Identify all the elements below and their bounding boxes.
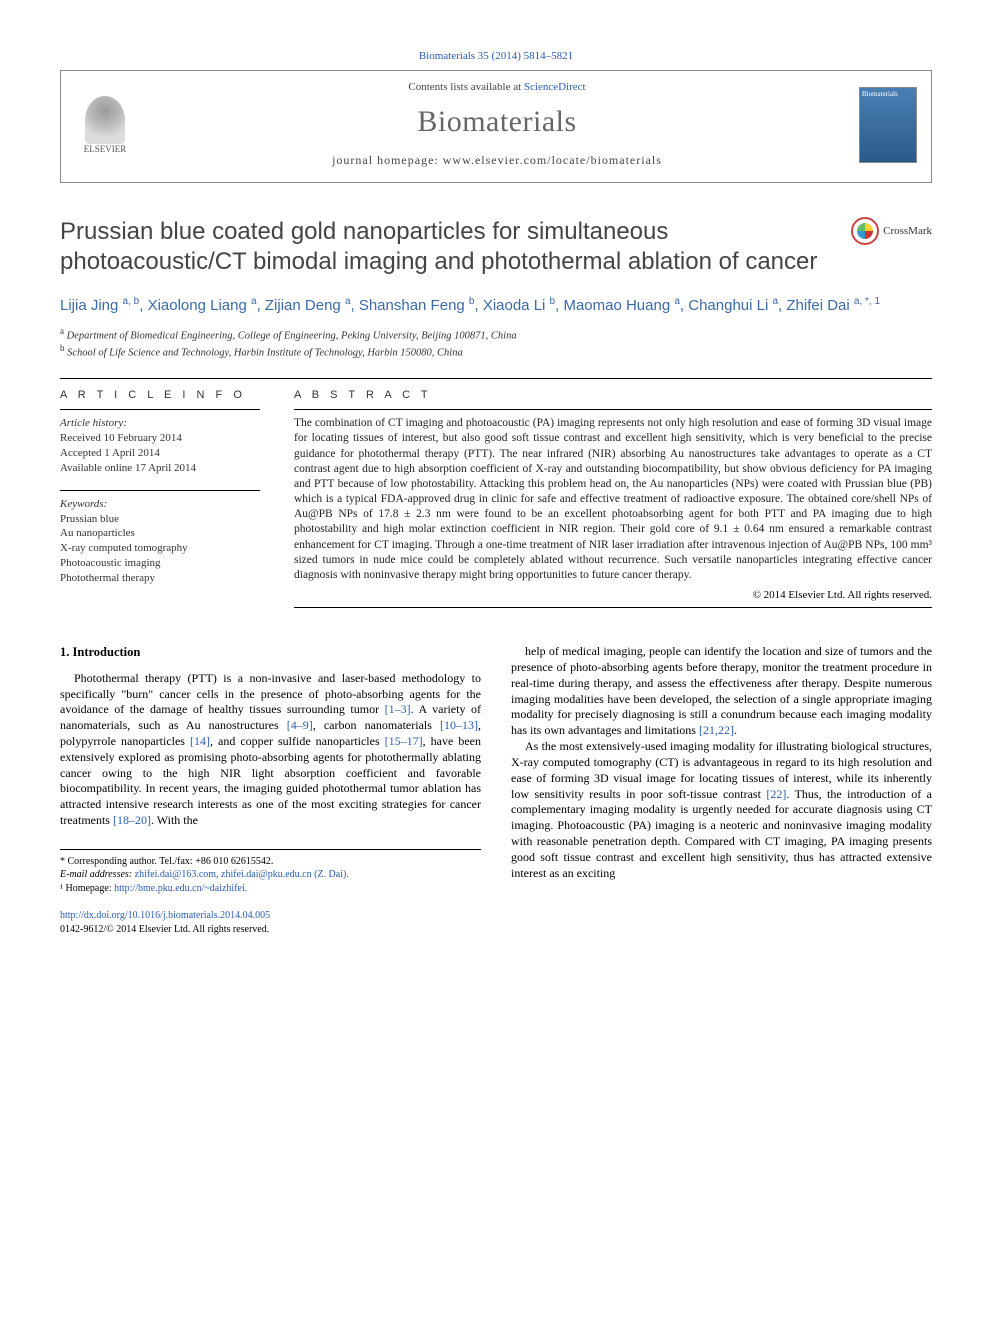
ref-citation[interactable]: [10–13] (440, 718, 478, 732)
doi-block: http://dx.doi.org/10.1016/j.biomaterials… (60, 909, 481, 936)
ref-citation[interactable]: [1–3] (385, 702, 411, 716)
body-columns: 1. Introduction Photothermal therapy (PT… (60, 644, 932, 936)
keyword-item: Prussian blue (60, 512, 260, 527)
journal-homepage-line: journal homepage: www.elsevier.com/locat… (151, 153, 843, 168)
page-container: Biomaterials 35 (2014) 5814–5821 ELSEVIE… (0, 0, 992, 976)
intro-paragraph-3: As the most extensively-used imaging mod… (511, 739, 932, 881)
contents-available-line: Contents lists available at ScienceDirec… (151, 81, 843, 93)
citation-line: Biomaterials 35 (2014) 5814–5821 (60, 50, 932, 62)
keywords-block: Keywords: Prussian blueAu nanoparticlesX… (60, 490, 260, 586)
journal-header: ELSEVIER Contents lists available at Sci… (60, 70, 932, 183)
elsevier-tree-icon (85, 96, 125, 144)
ref-citation[interactable]: [15–17] (385, 734, 423, 748)
article-info-heading: A R T I C L E I N F O (60, 389, 260, 401)
accepted-date: Accepted 1 April 2014 (60, 446, 260, 461)
contents-prefix: Contents lists available at (408, 81, 523, 93)
article-info-column: A R T I C L E I N F O Article history: R… (60, 389, 260, 608)
abstract-copyright: © 2014 Elsevier Ltd. All rights reserved… (294, 589, 932, 601)
journal-cover-thumbnail: Biomaterials (859, 87, 917, 163)
body-column-left: 1. Introduction Photothermal therapy (PT… (60, 644, 481, 936)
abstract-bottom-rule (294, 607, 932, 608)
keyword-item: Photoacoustic imaging (60, 556, 260, 571)
authors-list: Lijia Jing a, b, Xiaolong Liang a, Zijia… (60, 295, 932, 316)
footnotes-block: * Corresponding author. Tel./fax: +86 01… (60, 849, 481, 896)
affiliations: a Department of Biomedical Engineering, … (60, 326, 932, 360)
keywords-label: Keywords: (60, 497, 260, 512)
crossmark-icon (851, 217, 879, 245)
homepage-note-label: ¹ Homepage: (60, 883, 112, 894)
journal-homepage-link[interactable]: www.elsevier.com/locate/biomaterials (443, 153, 662, 167)
divider-rule (60, 378, 932, 379)
online-date: Available online 17 April 2014 (60, 461, 260, 476)
homepage-prefix: journal homepage: (332, 153, 443, 167)
title-block: Prussian blue coated gold nanoparticles … (60, 217, 932, 277)
abstract-text: The combination of CT imaging and photoa… (294, 409, 932, 583)
email-line: E-mail addresses: zhifei.dai@163.com, zh… (60, 868, 481, 882)
keyword-item: Au nanoparticles (60, 526, 260, 541)
ref-citation[interactable]: [22] (766, 787, 786, 801)
header-center: Contents lists available at ScienceDirec… (151, 81, 843, 168)
section-1-heading: 1. Introduction (60, 644, 481, 661)
ref-citation[interactable]: [14] (190, 734, 210, 748)
crossmark-label: CrossMark (883, 225, 932, 237)
article-history-block: Article history: Received 10 February 20… (60, 409, 260, 475)
intro-paragraph-1: Photothermal therapy (PTT) is a non-inva… (60, 671, 481, 829)
received-date: Received 10 February 2014 (60, 431, 260, 446)
publisher-name: ELSEVIER (84, 144, 127, 154)
body-column-right: help of medical imaging, people can iden… (511, 644, 932, 936)
keyword-item: X-ray computed tomography (60, 541, 260, 556)
abstract-heading: A B S T R A C T (294, 389, 932, 401)
affiliation-line: b School of Life Science and Technology,… (60, 343, 932, 360)
keyword-item: Photothermal therapy (60, 571, 260, 586)
keywords-list: Prussian blueAu nanoparticlesX-ray compu… (60, 512, 260, 586)
ref-citation[interactable]: [4–9] (287, 718, 313, 732)
homepage-note-link[interactable]: http://bme.pku.edu.cn/~daizhifei. (112, 883, 248, 894)
email-addresses[interactable]: zhifei.dai@163.com, zhifei.dai@pku.edu.c… (132, 869, 349, 880)
history-label: Article history: (60, 416, 260, 431)
cover-label: Biomaterials (862, 90, 898, 98)
elsevier-logo: ELSEVIER (75, 90, 135, 160)
ref-citation[interactable]: [21,22] (699, 723, 734, 737)
ref-citation[interactable]: [18–20] (113, 813, 151, 827)
journal-name: Biomaterials (151, 105, 843, 139)
affiliation-line: a Department of Biomedical Engineering, … (60, 326, 932, 343)
homepage-line: ¹ Homepage: http://bme.pku.edu.cn/~daizh… (60, 882, 481, 896)
abstract-column: A B S T R A C T The combination of CT im… (294, 389, 932, 608)
email-label: E-mail addresses: (60, 869, 132, 880)
doi-link[interactable]: http://dx.doi.org/10.1016/j.biomaterials… (60, 910, 270, 921)
info-abstract-row: A R T I C L E I N F O Article history: R… (60, 389, 932, 608)
intro-paragraph-2: help of medical imaging, people can iden… (511, 644, 932, 739)
crossmark-badge[interactable]: CrossMark (851, 217, 932, 245)
sciencedirect-link[interactable]: ScienceDirect (524, 81, 586, 93)
article-title: Prussian blue coated gold nanoparticles … (60, 217, 831, 277)
corresponding-author-note: * Corresponding author. Tel./fax: +86 01… (60, 855, 481, 869)
issn-copyright: 0142-9612/© 2014 Elsevier Ltd. All right… (60, 923, 481, 937)
